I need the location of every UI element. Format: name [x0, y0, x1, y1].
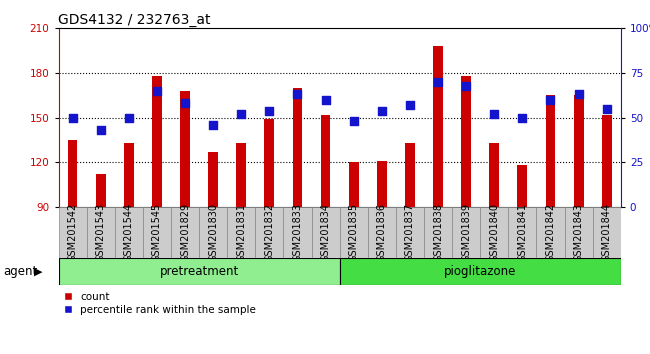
Bar [545, 95, 555, 207]
Text: GSM201542: GSM201542 [68, 203, 77, 262]
Text: GSM201844: GSM201844 [602, 203, 612, 262]
Point [180, 101, 190, 106]
Point [489, 111, 499, 117]
Bar [405, 143, 415, 207]
FancyBboxPatch shape [593, 207, 621, 258]
Text: GSM201830: GSM201830 [208, 203, 218, 262]
Text: pioglitazone: pioglitazone [444, 265, 516, 278]
Text: GDS4132 / 232763_at: GDS4132 / 232763_at [58, 13, 211, 27]
Text: GSM201833: GSM201833 [292, 203, 302, 262]
FancyBboxPatch shape [536, 207, 564, 258]
Text: ▶: ▶ [34, 267, 42, 277]
Point [292, 92, 303, 97]
FancyBboxPatch shape [171, 207, 199, 258]
FancyBboxPatch shape [143, 207, 171, 258]
Point [517, 115, 528, 120]
Point [405, 102, 415, 108]
Point [433, 79, 443, 85]
Point [573, 92, 584, 97]
FancyBboxPatch shape [58, 207, 86, 258]
FancyBboxPatch shape [283, 207, 311, 258]
Text: GSM201843: GSM201843 [573, 203, 584, 262]
Bar [462, 76, 471, 207]
Point [151, 88, 162, 94]
Text: GSM201829: GSM201829 [180, 203, 190, 262]
Text: GSM201842: GSM201842 [545, 203, 556, 262]
Text: GSM201543: GSM201543 [96, 203, 106, 262]
Bar [377, 161, 387, 207]
Bar [574, 95, 584, 207]
Text: pretreatment: pretreatment [159, 265, 239, 278]
FancyBboxPatch shape [227, 207, 255, 258]
Bar [208, 152, 218, 207]
FancyBboxPatch shape [396, 207, 424, 258]
FancyBboxPatch shape [424, 207, 452, 258]
FancyBboxPatch shape [255, 207, 283, 258]
FancyBboxPatch shape [480, 207, 508, 258]
Text: GSM201545: GSM201545 [152, 203, 162, 262]
Point [208, 122, 218, 128]
Text: agent: agent [3, 266, 38, 278]
Point [545, 97, 556, 103]
FancyBboxPatch shape [115, 207, 143, 258]
FancyBboxPatch shape [452, 207, 480, 258]
Bar [489, 143, 499, 207]
FancyBboxPatch shape [368, 207, 396, 258]
Point [68, 115, 78, 120]
Point [461, 83, 471, 88]
FancyBboxPatch shape [508, 207, 536, 258]
FancyBboxPatch shape [339, 207, 368, 258]
Legend: count, percentile rank within the sample: count, percentile rank within the sample [64, 292, 256, 315]
Bar [517, 165, 527, 207]
Text: GSM201836: GSM201836 [377, 203, 387, 262]
Text: GSM201831: GSM201831 [236, 203, 246, 262]
Text: GSM201838: GSM201838 [433, 203, 443, 262]
FancyBboxPatch shape [564, 207, 593, 258]
Bar [180, 91, 190, 207]
Text: GSM201835: GSM201835 [348, 203, 359, 262]
Text: GSM201834: GSM201834 [320, 203, 331, 262]
Point [124, 115, 134, 120]
Point [601, 106, 612, 112]
FancyBboxPatch shape [311, 207, 339, 258]
Bar [320, 115, 330, 207]
Point [96, 127, 106, 133]
Bar [96, 174, 105, 207]
Point [236, 111, 246, 117]
Point [320, 97, 331, 103]
Text: GSM201832: GSM201832 [265, 203, 274, 262]
Bar [292, 88, 302, 207]
Bar [68, 140, 77, 207]
FancyBboxPatch shape [86, 207, 115, 258]
Text: GSM201837: GSM201837 [405, 203, 415, 262]
Bar [124, 143, 134, 207]
Text: GSM201544: GSM201544 [124, 203, 134, 262]
Text: GSM201841: GSM201841 [517, 203, 527, 262]
FancyBboxPatch shape [339, 258, 621, 285]
Point [376, 108, 387, 113]
Text: GSM201840: GSM201840 [489, 203, 499, 262]
Bar [349, 162, 359, 207]
Bar [265, 119, 274, 207]
Point [264, 108, 274, 113]
Bar [152, 76, 162, 207]
Bar [602, 115, 612, 207]
Text: GSM201839: GSM201839 [461, 203, 471, 262]
FancyBboxPatch shape [199, 207, 228, 258]
Bar [433, 46, 443, 207]
FancyBboxPatch shape [58, 258, 339, 285]
Point [348, 119, 359, 124]
Bar [237, 143, 246, 207]
